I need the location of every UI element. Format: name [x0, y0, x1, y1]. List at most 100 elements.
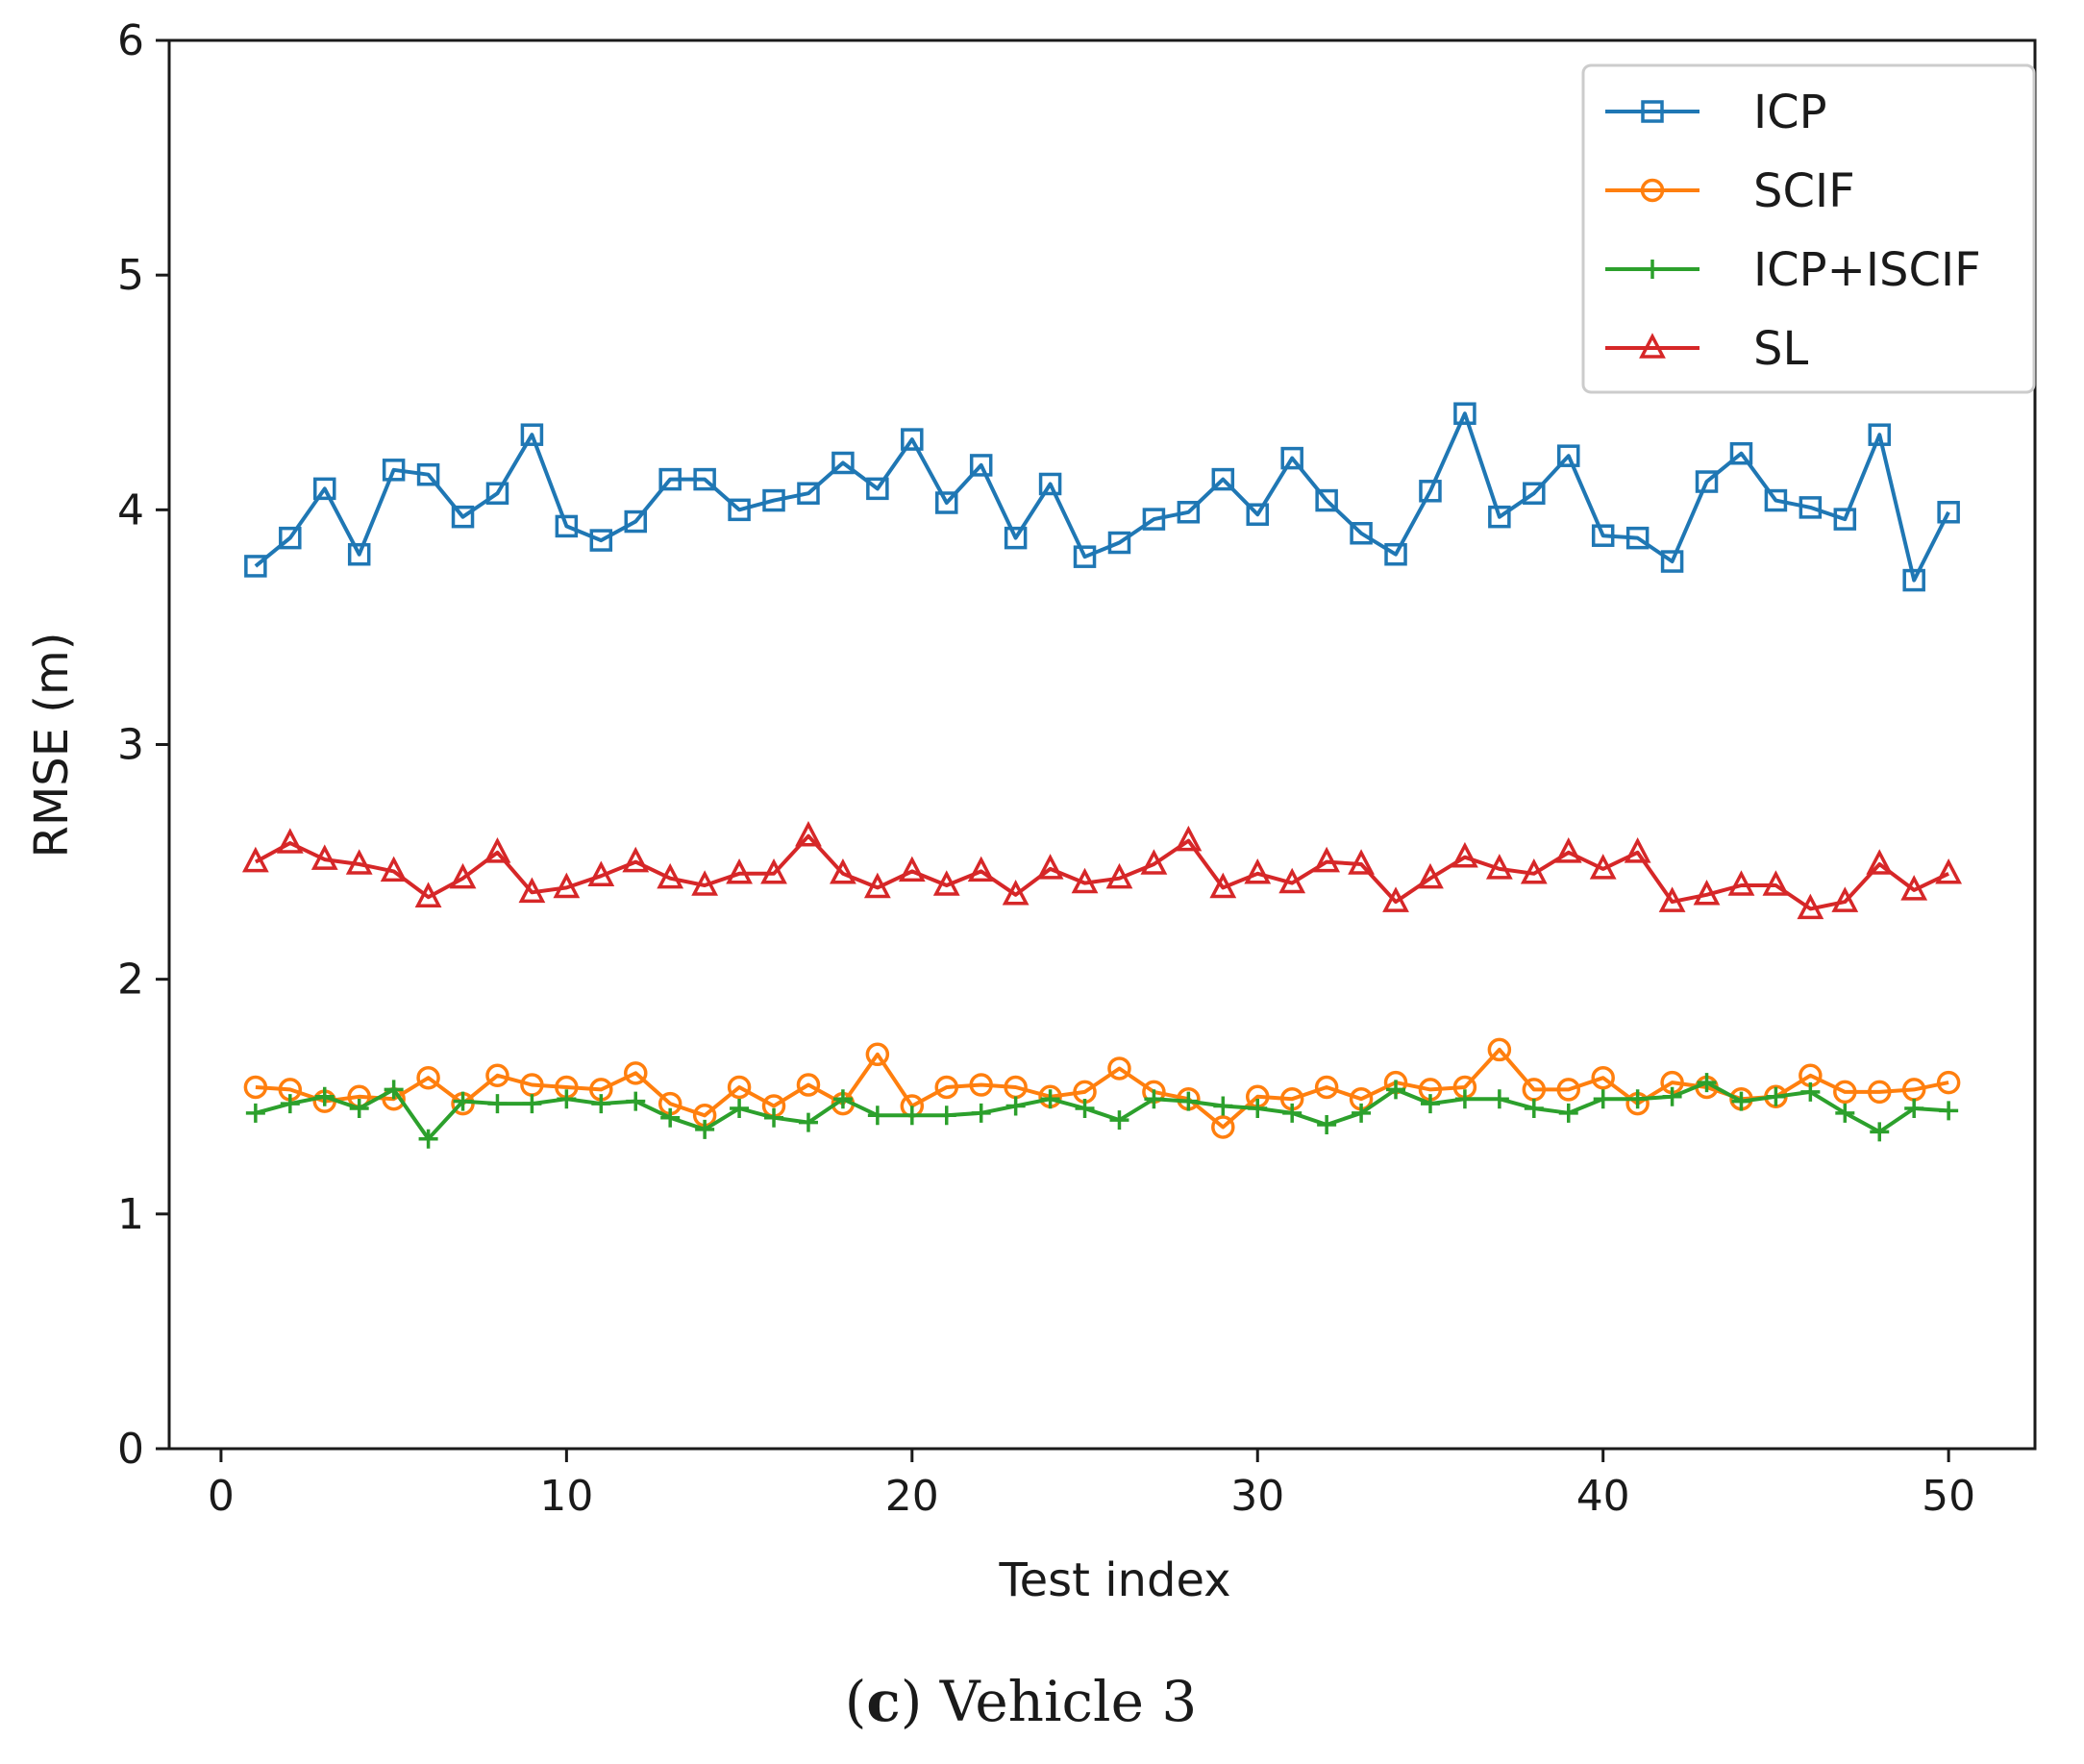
data-point-icp-iscif [384, 1080, 404, 1100]
data-point-icp [1523, 482, 1546, 505]
data-point-icp-iscif [1352, 1103, 1372, 1123]
data-point-sl [1831, 886, 1859, 912]
x-tick-label: 50 [1922, 1472, 1975, 1521]
legend: ICP SCIF ICP+ISCIF SL [1581, 63, 2036, 394]
data-point-icp-iscif [1282, 1103, 1302, 1123]
data-point-icp-iscif [487, 1094, 508, 1114]
data-point-icp [728, 498, 751, 522]
data-point-icp [1315, 488, 1338, 512]
legend-marker-icp-iscif [1643, 260, 1662, 279]
data-point-sl [414, 882, 442, 907]
data-point-icp [1384, 542, 1407, 566]
data-point-icp [1488, 505, 1511, 529]
data-point-sl [1797, 893, 1824, 920]
data-point-scif [727, 1075, 752, 1100]
data-point-scif [243, 1075, 268, 1100]
data-point-scif [1936, 1070, 1961, 1095]
data-point-sl [932, 870, 960, 896]
data-point-sl [553, 872, 581, 899]
data-point-icp [451, 505, 475, 529]
data-point-icp-iscif [971, 1103, 991, 1123]
data-point-icp [1177, 501, 1201, 524]
data-point-icp [1419, 480, 1442, 503]
data-point-icp [624, 509, 647, 534]
data-point-icp-iscif [418, 1129, 438, 1149]
legend-marker-icp [1641, 100, 1664, 123]
data-point-sl [1417, 862, 1444, 889]
data-point-sl [1866, 849, 1894, 875]
data-point-sl [830, 858, 856, 884]
data-point-scif [1107, 1056, 1131, 1081]
legend-marker-scif [1640, 178, 1665, 203]
data-point-scif [416, 1065, 440, 1090]
data-point-sl [1140, 849, 1168, 875]
data-point-icp [485, 482, 509, 505]
data-point-icp-iscif [280, 1094, 300, 1114]
data-point-sl [1900, 875, 1928, 901]
data-point-icp [1729, 441, 1753, 465]
caption-text: Vehicle 3 [939, 1669, 1198, 1734]
caption-close-paren: ) [901, 1669, 940, 1734]
legend-box [1581, 63, 2036, 394]
data-point-icp-iscif [1524, 1098, 1544, 1118]
data-point-icp-iscif [453, 1091, 473, 1111]
data-point-icp [416, 462, 440, 486]
data-point-icp [762, 488, 785, 512]
data-point-icp [1038, 472, 1062, 496]
y-tick-label: 0 [117, 1425, 144, 1474]
data-point-sl [241, 846, 269, 873]
data-point-sl [380, 856, 408, 882]
x-tick-label: 40 [1576, 1472, 1630, 1521]
data-point-sl [449, 862, 477, 889]
data-point-icp-iscif [1662, 1086, 1682, 1106]
data-point-sl [691, 870, 719, 896]
data-point-icp-iscif [626, 1091, 646, 1111]
data-point-sl [345, 849, 373, 875]
data-point-icp [1246, 503, 1269, 526]
y-tick-label: 4 [117, 485, 144, 534]
data-point-icp [1799, 496, 1823, 519]
data-point-icp-iscif [557, 1089, 577, 1109]
data-point-icp [693, 467, 716, 491]
data-point-icp [969, 454, 993, 477]
data-point-icp-iscif [1454, 1089, 1475, 1109]
data-point-sl [1554, 837, 1582, 863]
data-point-icp [382, 459, 406, 482]
data-point-scif [485, 1063, 509, 1088]
data-point-icp [1695, 470, 1719, 493]
data-point-icp-iscif [695, 1119, 715, 1139]
data-point-scif [1556, 1078, 1580, 1102]
data-point-icp-iscif [314, 1086, 335, 1106]
data-point-sl [1105, 862, 1133, 889]
data-point-icp [1142, 508, 1166, 531]
caption-open-paren: ( [845, 1669, 867, 1734]
data-point-icp [1868, 423, 1891, 446]
caption: (c) Vehicle 3 [845, 1669, 1198, 1734]
data-point-sl [1313, 846, 1341, 873]
data-point-icp-iscif [1005, 1096, 1026, 1116]
y-tick-label: 6 [117, 16, 144, 65]
data-point-icp-iscif [660, 1107, 681, 1128]
x-tick-label: 20 [885, 1472, 939, 1521]
data-point-icp-iscif [1870, 1122, 1890, 1142]
data-point-sl [622, 846, 650, 873]
data-point-sl [657, 862, 684, 889]
data-point-icp [347, 542, 371, 566]
data-point-sl [1727, 870, 1755, 896]
data-point-icp-iscif [1593, 1089, 1613, 1109]
legend-label-sl: SL [1753, 322, 1808, 376]
data-point-icp [797, 482, 820, 505]
data-point-icp [1937, 501, 1960, 524]
data-point-icp-iscif [832, 1089, 853, 1109]
data-point-icp [1453, 402, 1476, 425]
data-point-icp [866, 477, 889, 501]
data-point-icp-iscif [1178, 1091, 1199, 1111]
data-point-scif [969, 1073, 993, 1097]
data-point-sl [1382, 886, 1409, 912]
data-point-icp [1280, 446, 1303, 470]
data-point-sl [1175, 825, 1203, 852]
data-point-icp [1833, 508, 1857, 531]
data-point-sl [898, 856, 926, 882]
data-point-icp [1211, 467, 1235, 491]
data-point-sl [967, 856, 995, 882]
